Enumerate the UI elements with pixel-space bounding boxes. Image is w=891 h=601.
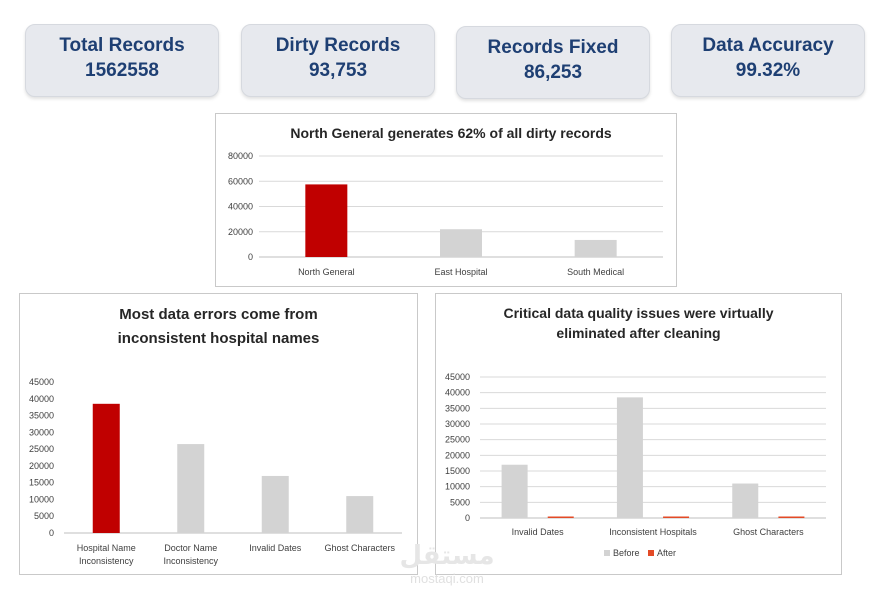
kpi-title: Total Records xyxy=(59,35,185,56)
chart-panel-error-types: Most data errors come from inconsistent h… xyxy=(19,293,418,575)
chart-before-after: Critical data quality issues were virtua… xyxy=(445,305,826,558)
y-tick-label: 0 xyxy=(49,528,54,538)
category-label: Doctor Name xyxy=(164,543,217,553)
legend-swatch-after xyxy=(648,550,654,556)
category-label: Inconsistency xyxy=(163,556,218,566)
mostaql-watermark-logo: مستقل mostaqi.com xyxy=(399,540,494,586)
bar-after xyxy=(547,516,574,518)
chart-error-types: Most data errors come from inconsistent h… xyxy=(29,306,402,566)
y-tick-label: 15000 xyxy=(29,478,54,488)
kpi-value: 93,753 xyxy=(308,60,368,81)
kpi-title: Dirty Records xyxy=(275,35,401,56)
y-tick-label: 35000 xyxy=(29,411,54,421)
y-tick-label: 20000 xyxy=(445,450,470,460)
y-tick-label: 45000 xyxy=(29,377,54,387)
bar xyxy=(574,239,617,257)
category-label: Inconsistent Hospitals xyxy=(609,527,697,537)
category-label: Ghost Characters xyxy=(324,543,395,553)
legend-swatch-before xyxy=(604,550,610,556)
legend-label: Before xyxy=(613,548,640,558)
category-label: North General xyxy=(298,267,355,277)
chart-dirty-by-hospital: North General generates 62% of all dirty… xyxy=(228,125,663,277)
bar xyxy=(177,444,205,533)
bar-after xyxy=(778,516,805,518)
y-tick-label: 30000 xyxy=(29,427,54,437)
kpi-title: Records Fixed xyxy=(487,37,619,58)
chart-title-line: eliminated after cleaning xyxy=(556,325,720,341)
kpi-card-total-records: Total Records 1562558 xyxy=(25,24,219,97)
bar xyxy=(346,496,374,533)
bar-highlighted xyxy=(92,403,120,533)
bar-highlighted xyxy=(305,184,348,257)
y-tick-label: 15000 xyxy=(445,466,470,476)
chart-title-line: Most data errors come from xyxy=(119,306,317,323)
watermark-latin: mostaqi.com xyxy=(410,571,484,586)
category-label: Ghost Characters xyxy=(733,527,804,537)
y-tick-label: 10000 xyxy=(29,494,54,504)
bar-before xyxy=(732,483,759,518)
y-tick-label: 20000 xyxy=(29,461,54,471)
y-tick-label: 40000 xyxy=(228,202,253,212)
bar-before xyxy=(501,464,528,518)
chart-title: North General generates 62% of all dirty… xyxy=(290,125,612,141)
chart-panel-dirty-by-hospital: North General generates 62% of all dirty… xyxy=(215,113,677,287)
y-tick-label: 5000 xyxy=(34,511,54,521)
bar xyxy=(261,475,289,533)
chart-panel-before-after: Critical data quality issues were virtua… xyxy=(435,293,842,575)
category-label: Hospital Name xyxy=(77,543,136,553)
kpi-card-records-fixed: Records Fixed 86,253 xyxy=(456,26,650,99)
category-label: East Hospital xyxy=(434,267,487,277)
chart-title-line: Critical data quality issues were virtua… xyxy=(504,305,774,321)
y-tick-label: 25000 xyxy=(445,435,470,445)
kpi-value: 99.32% xyxy=(735,60,801,81)
y-tick-label: 20000 xyxy=(228,227,253,237)
chart-title-line: inconsistent hospital names xyxy=(118,330,320,347)
kpi-value: 1562558 xyxy=(85,60,159,81)
legend-label: After xyxy=(657,548,676,558)
kpi-card-dirty-records: Dirty Records 93,753 xyxy=(241,24,435,97)
y-tick-label: 10000 xyxy=(445,482,470,492)
y-tick-label: 60000 xyxy=(228,176,253,186)
y-tick-label: 40000 xyxy=(445,388,470,398)
kpi-title: Data Accuracy xyxy=(702,35,834,56)
y-tick-label: 35000 xyxy=(445,403,470,413)
y-tick-label: 5000 xyxy=(450,497,470,507)
watermark-arabic: مستقل xyxy=(399,540,494,570)
y-tick-label: 80000 xyxy=(228,151,253,161)
bar-after xyxy=(663,516,690,518)
y-tick-label: 0 xyxy=(465,513,470,523)
y-tick-label: 25000 xyxy=(29,444,54,454)
kpi-value: 86,253 xyxy=(523,62,583,83)
category-label: Invalid Dates xyxy=(249,543,302,553)
category-label: Invalid Dates xyxy=(512,527,565,537)
bar-before xyxy=(616,397,643,518)
y-tick-label: 30000 xyxy=(445,419,470,429)
category-label: South Medical xyxy=(567,267,624,277)
kpi-card-data-accuracy: Data Accuracy 99.32% xyxy=(671,24,865,97)
bar xyxy=(440,229,482,257)
y-tick-label: 40000 xyxy=(29,394,54,404)
category-label: Inconsistency xyxy=(79,556,134,566)
y-tick-label: 0 xyxy=(248,252,253,262)
y-tick-label: 45000 xyxy=(445,372,470,382)
